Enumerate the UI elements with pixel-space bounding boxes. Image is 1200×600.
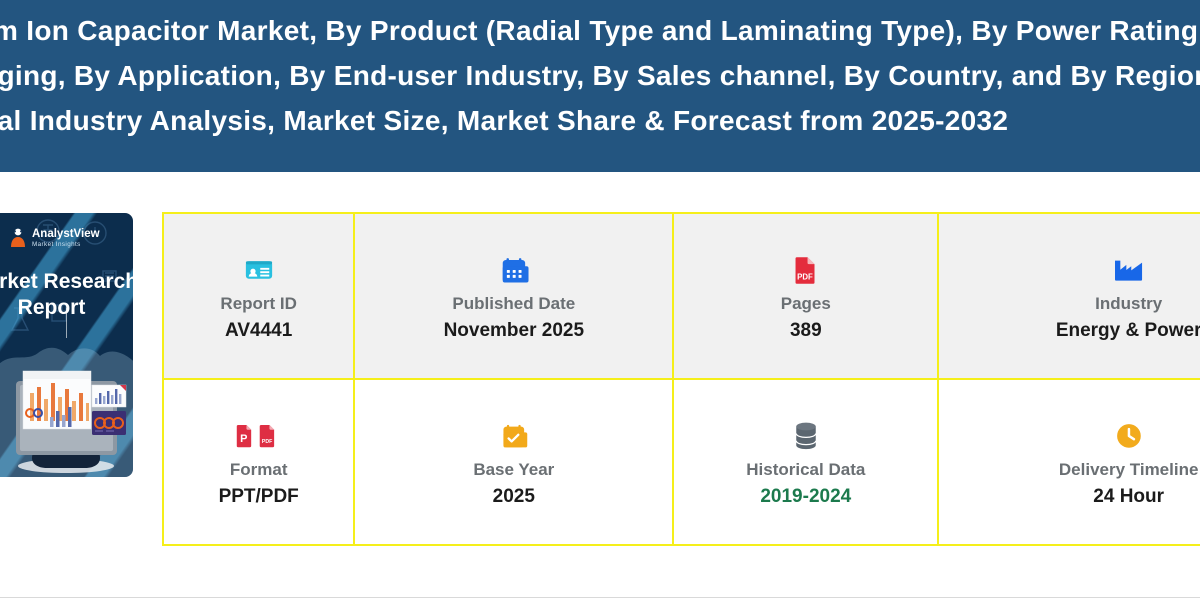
svg-text:PDF: PDF xyxy=(262,438,272,444)
svg-text:P: P xyxy=(240,433,247,445)
svg-text:PDF: PDF xyxy=(797,272,813,281)
